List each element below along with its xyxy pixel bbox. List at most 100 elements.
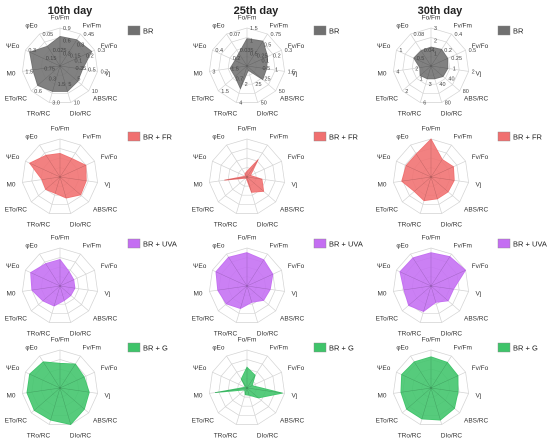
axis-label-vj: Vj <box>105 182 111 189</box>
axis-label-eo: φEo <box>25 242 38 249</box>
series-spoke <box>59 285 65 301</box>
series-spoke <box>430 176 455 181</box>
series-spoke <box>26 387 61 394</box>
radar-30th-day-br: Fo/Fm Fv/Fm Fv/Fo Vj ABS/RC DIo/RC TRo/RC ETo/R… <box>376 15 489 118</box>
legend-label: BR + G <box>143 344 168 353</box>
legend-swatch <box>127 131 141 142</box>
series-area-br-fr <box>28 152 87 199</box>
axis-label-eo: φEo <box>212 22 225 29</box>
axis-label-m0: M0 <box>6 393 15 400</box>
tick-label: 0.5 <box>250 51 258 57</box>
series-spoke <box>59 363 76 389</box>
tick-label: 10 <box>92 89 98 95</box>
series-spoke <box>245 176 248 179</box>
series-spoke <box>406 387 432 410</box>
axis-label-dio-rc: DIo/RC <box>441 331 463 338</box>
series-spoke <box>45 176 61 190</box>
tick-label: 5 <box>68 82 71 88</box>
axis-label-fo-fm: Fo/Fm <box>238 337 257 344</box>
tick-label: 1.5 <box>58 82 66 88</box>
axis-label-eo: ΨEo <box>6 43 20 50</box>
axis-label-m0: M0 <box>193 291 202 298</box>
tick-label: 0.2 <box>233 56 241 62</box>
tick-label: 0.2 <box>86 54 94 60</box>
tick-label: 2 <box>472 69 475 75</box>
axis-label-eo: ΨEo <box>193 263 207 270</box>
series-spoke <box>59 65 68 92</box>
tick-label: 0.7 <box>101 69 109 75</box>
radar-25th-day-br-g: Fo/Fm Fv/Fm Fv/Fo Vj ABS/RC DIo/RC TRo/RC ETo/R… <box>192 337 305 440</box>
series-spoke <box>230 65 248 69</box>
series-spoke <box>244 387 248 391</box>
series-area-br-g <box>26 361 90 425</box>
axis-label-fv-fm: Fv/Fm <box>270 133 288 140</box>
column-title-10th-day: 10th day <box>48 5 94 17</box>
radar-25th-day-br-uva: Fo/Fm Fv/Fm Fv/Fo Vj ABS/RC DIo/RC TRo/RC ETo/R… <box>192 235 305 338</box>
axis-label-fv-fo: Fv/Fo <box>472 154 489 161</box>
tick-label: 1 <box>250 39 253 45</box>
axis-label-tro-rc: TRo/RC <box>398 331 422 338</box>
tick-label: 25 <box>255 82 261 88</box>
series-spoke <box>59 285 72 296</box>
series-spoke <box>214 387 248 393</box>
legend-item-br-fr: BR + FR <box>313 131 359 142</box>
series-area-br <box>29 35 93 92</box>
axis-label-abs-rc: ABS/RC <box>93 207 118 214</box>
axis-label-vj: Vj <box>292 291 298 298</box>
axis-label-abs-rc: ABS/RC <box>93 316 118 323</box>
axis-label-fo-fm: Fo/Fm <box>51 126 70 133</box>
radar-10th-day-br-g: Fo/Fm Fv/Fm Fv/Fo Vj ABS/RC DIo/RC TRo/RC ETo/R… <box>5 337 118 440</box>
series-spoke <box>52 65 61 92</box>
tick-label: 0.3 <box>28 48 36 54</box>
tick-label: 1.5 <box>231 67 239 73</box>
series-spoke <box>246 387 259 399</box>
series-spoke <box>430 387 459 393</box>
legend-label: BR + G <box>329 344 354 353</box>
tick-label: 0.25 <box>451 56 462 62</box>
axis-label-eo: ΨEo <box>6 263 20 270</box>
axis-label-m0: M0 <box>377 182 386 189</box>
legend-label: BR + UVA <box>143 240 177 249</box>
tick-label: 1.5 <box>221 89 229 95</box>
axis-label-dio-rc: DIo/RC <box>70 433 92 440</box>
tick-label: 10 <box>74 101 80 107</box>
axis-label-fv-fo: Fv/Fo <box>101 154 118 161</box>
axis-label-abs-rc: ABS/RC <box>464 207 489 214</box>
series-spoke <box>246 40 264 67</box>
axis-label-abs-rc: ABS/RC <box>464 316 489 323</box>
series-spoke <box>246 176 252 193</box>
legend-label: BR + UVA <box>513 240 547 249</box>
series-spoke <box>59 65 83 70</box>
series-spoke <box>240 285 248 309</box>
tick-label: 2 <box>405 89 408 95</box>
axis-label-fo-fm: Fo/Fm <box>51 15 70 22</box>
series-spoke <box>37 65 61 86</box>
axis-label-eto-rc: ETo/RC <box>376 96 399 103</box>
axis-label-abs-rc: ABS/RC <box>280 207 305 214</box>
axis-label-eo: ΨEo <box>193 365 207 372</box>
legend-label: BR + G <box>513 344 538 353</box>
legend-label: BR <box>513 27 524 36</box>
axis-label-fo-fm: Fo/Fm <box>238 235 257 242</box>
axis-label-eo: φEo <box>25 22 38 29</box>
series-spoke <box>238 53 248 67</box>
legend-item-br: BR <box>127 25 154 36</box>
radar-25th-day-br-fr: Fo/Fm Fv/Fm Fv/Fo Vj ABS/RC DIo/RC TRo/RC ETo/R… <box>192 126 305 229</box>
axis-label-m0: M0 <box>193 71 202 78</box>
series-spoke <box>245 386 248 389</box>
tick-label: 0.35 <box>76 66 87 72</box>
column-title-30th-day: 30th day <box>418 5 464 17</box>
legend-group: BR BR BR BR + FR BR + FR BR + FR BR + UVA BR + … <box>127 25 547 353</box>
axis-label-dio-rc: DIo/RC <box>257 111 279 118</box>
axis-label-eo: φEo <box>212 133 225 140</box>
series-spoke <box>244 387 248 395</box>
axis-label-dio-rc: DIo/RC <box>70 222 92 229</box>
axis-label-fv-fo: Fv/Fo <box>288 154 305 161</box>
tick-label: 3 <box>429 82 432 88</box>
series-spoke <box>430 256 451 287</box>
legend-item-br-fr: BR + FR <box>497 131 543 142</box>
series-spoke <box>430 176 438 199</box>
tick-label: 0.3 <box>285 48 293 54</box>
grid-ring <box>393 349 469 425</box>
grid-ring <box>393 27 469 103</box>
